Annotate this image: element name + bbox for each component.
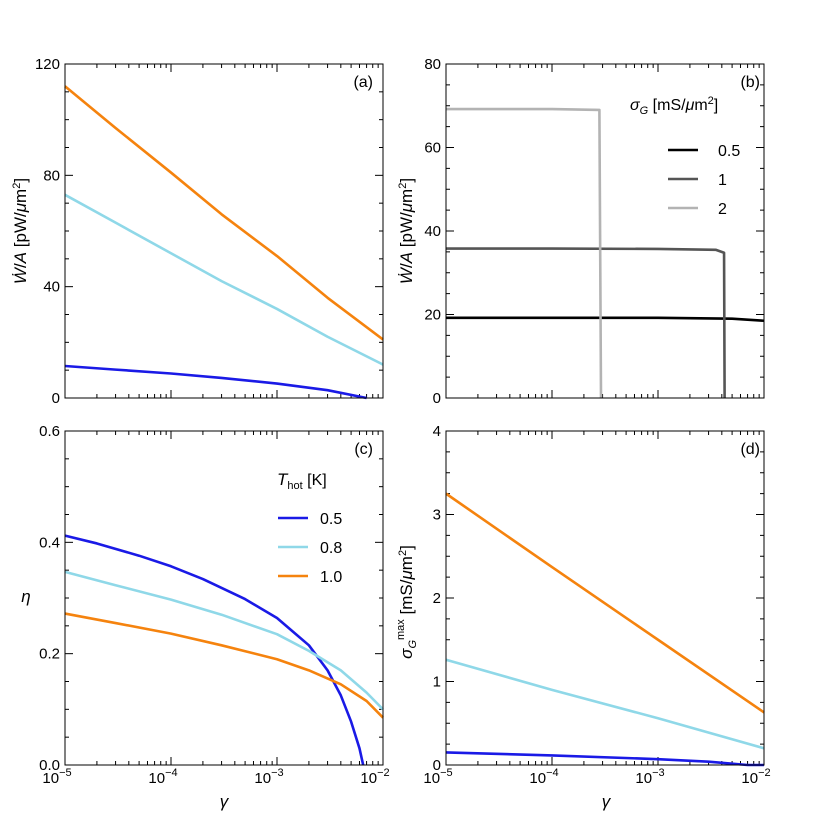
panel-c-lines	[64, 534, 384, 766]
panel-c-legend-title: Thot [K]	[277, 470, 327, 492]
x-tick-label: 10−4	[529, 767, 558, 787]
panel-a-lines	[64, 85, 384, 400]
y-tick-label: 0	[433, 390, 441, 407]
panel-a-frame	[64, 63, 384, 399]
panel-b-label: (b)	[740, 74, 760, 91]
series-line-0.5	[445, 751, 764, 767]
y-tick-label: 2	[433, 590, 441, 607]
y-tick-label: 40	[424, 223, 441, 240]
panel-a-label: (a)	[353, 74, 373, 91]
panel-b-legend-items: 0.5 1 2	[668, 143, 740, 218]
y-tick-label: 0	[52, 390, 60, 407]
panel-d-xtick-labels: 10−5 10−4 10−3 10−2	[423, 767, 770, 787]
panel-c-ticks	[64, 430, 384, 766]
panel-b-ytick-labels: 0 20 40 60 80	[424, 56, 441, 407]
legend-label-1: 1	[718, 172, 727, 189]
y-tick-label: 0.2	[39, 646, 60, 663]
y-tick-label: 0.0	[39, 757, 60, 774]
panel-b-frame	[445, 63, 765, 399]
series-line-1.0	[445, 492, 765, 714]
y-tick-label: 3	[433, 507, 441, 524]
y-tick-label: 80	[43, 167, 60, 184]
series-line-1	[446, 247, 726, 399]
panel-b-lines	[446, 107, 765, 399]
panel-d-label: (d)	[740, 441, 760, 458]
x-tick-label: 10−2	[360, 767, 389, 787]
y-tick-label: 0.4	[39, 534, 60, 551]
y-tick-label: 20	[424, 307, 441, 324]
panel-c-legend-items: 0.5 0.8 1.0	[278, 511, 342, 586]
legend-label-1.0: 1.0	[320, 569, 342, 586]
y-tick-label: 4	[433, 423, 441, 440]
panel-d-ylabel: σGmax [mS/μm2]	[395, 545, 419, 659]
panel-c-ylabel: η	[21, 587, 30, 606]
panel-d-xlabel: γ	[602, 792, 612, 811]
panel-d-frame	[445, 430, 765, 766]
y-tick-label: 1	[433, 674, 441, 691]
series-line-2	[446, 107, 603, 399]
panel-c-xtick-labels: 10−5 10−4 10−3 10−2	[42, 767, 389, 787]
y-tick-label: 80	[424, 56, 441, 73]
panel-d-lines	[445, 492, 765, 767]
series-line-0.8	[64, 193, 384, 366]
x-tick-label: 10−3	[635, 767, 664, 787]
panel-b-legend: σG [mS/μm2] 0.5 1 2	[630, 95, 740, 218]
series-line-0.5	[64, 364, 367, 400]
panel-c-frame	[64, 430, 384, 766]
panel-a-ylabel: Ẇ/A [pW/μm2]	[11, 178, 30, 284]
x-tick-label: 10−5	[423, 767, 452, 787]
panel-c-label: (c)	[354, 441, 373, 458]
panel-b-ticks	[445, 63, 765, 399]
series-line-1.0	[64, 612, 384, 719]
x-tick-label: 10−5	[42, 767, 71, 787]
legend-label-0.5: 0.5	[320, 511, 342, 528]
panel-a-ytick-labels: 0 40 80 120	[35, 56, 60, 407]
panel-c-xlabel: γ	[220, 792, 230, 811]
y-tick-label: 60	[424, 140, 441, 157]
panel-d-ticks	[445, 430, 765, 766]
series-line-0.8	[64, 570, 384, 711]
y-tick-label: 0.6	[39, 423, 60, 440]
series-line-0.5	[64, 534, 365, 766]
panel-b-ylabel: Ẇ/A [pW/μm2]	[397, 178, 416, 284]
panel-a: (a) 0 40 80 120 Ẇ/A [pW/μm2]	[11, 56, 384, 407]
panel-d-ytick-labels: 0 1 2 3 4	[433, 423, 441, 774]
x-tick-label: 10−2	[741, 767, 770, 787]
legend-label-2: 2	[718, 201, 727, 218]
y-tick-label: 40	[43, 279, 60, 296]
panel-b-legend-title: σG [mS/μm2]	[630, 95, 718, 117]
y-tick-label: 0	[433, 757, 441, 774]
panel-c-legend: Thot [K] 0.5 0.8 1.0	[277, 470, 342, 586]
panel-d: (d) 0 1 2 3 4 10−5 10−4 10−3 10−2 σGmax [mS/μm2…	[395, 423, 771, 811]
y-tick-label: 120	[35, 56, 60, 73]
series-line-0.8	[445, 658, 765, 750]
legend-label-0.5: 0.5	[718, 143, 740, 160]
panel-c-ytick-labels: 0.0 0.2 0.4 0.6	[39, 423, 60, 774]
series-line-0.5	[446, 316, 765, 323]
x-tick-label: 10−3	[254, 767, 283, 787]
x-tick-label: 10−4	[148, 767, 177, 787]
series-line-1.0	[64, 85, 384, 341]
panel-b: (b) 0 20 40 60 80 Ẇ/A [pW/μm2] σG [mS/μm2] 0…	[397, 56, 765, 407]
panel-c: (c) 0.0 0.2 0.4 0.6 10−5 10−4 10−3 10−2 η γ Th…	[21, 423, 389, 811]
legend-label-0.8: 0.8	[320, 540, 342, 557]
panel-a-ticks	[64, 63, 384, 399]
